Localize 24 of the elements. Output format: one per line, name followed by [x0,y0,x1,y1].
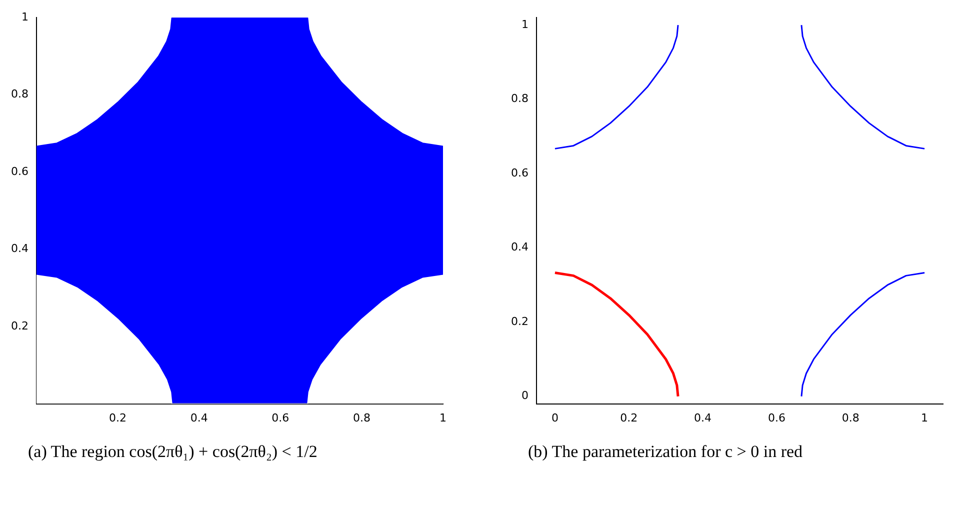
text: (a) The region cos(2πθ₁) + cos(2πθ₂) < 1/2 [28,442,318,462]
y-tick-label: 1 [21,10,28,24]
y-tick-label: 0.8 [510,92,528,106]
x-tick-label: 1 [440,411,446,424]
x-tick-label: 0.4 [190,411,208,424]
x-tick-label: 1 [921,411,928,424]
y-tick-label: 0.6 [510,166,528,180]
x-tick-label: 0 [551,411,558,424]
y-tick-label: 0.4 [10,242,28,256]
y-tick-label: 0.6 [10,164,28,178]
x-tick-label: 0.8 [842,411,860,424]
y-tick-label: 0 [521,389,528,402]
y-tick-label: 0.8 [10,88,28,101]
x-tick-label: 0.2 [109,411,127,424]
x-tick-label: 0.2 [620,411,638,424]
x-tick-label: 0.6 [272,411,290,424]
x-tick-label: 0.4 [694,411,712,424]
x-tick-label: 0.6 [768,411,786,424]
y-tick-label: 1 [521,18,528,31]
y-tick-label: 0.2 [10,319,28,332]
y-tick-label: 0.4 [510,240,528,254]
y-tick-label: 0.2 [510,314,528,328]
text: (b) The parameterization for c > 0 in red [528,442,804,462]
x-tick-label: 0.8 [352,411,370,424]
